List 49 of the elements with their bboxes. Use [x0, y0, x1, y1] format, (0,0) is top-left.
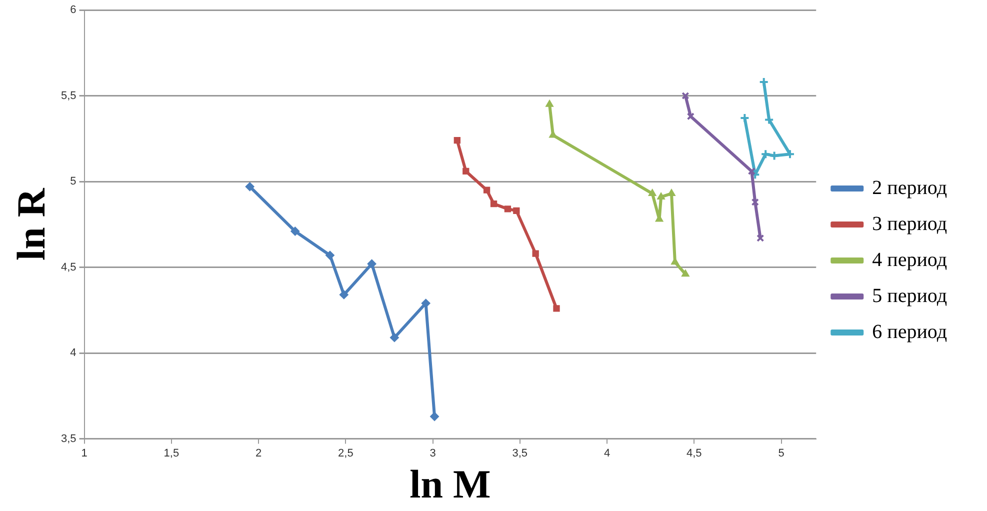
point	[462, 168, 470, 175]
point	[769, 150, 780, 161]
x-tick-label: 5	[778, 447, 784, 460]
legend-label: 5 период	[872, 284, 948, 307]
x-tick-label: 2	[255, 447, 262, 460]
point	[490, 200, 498, 208]
x-tick-label: 2,5	[338, 447, 354, 460]
point	[421, 298, 430, 308]
x-tick-label: 1,5	[164, 447, 180, 460]
legend-label: 4 период	[872, 248, 948, 271]
x-tick-label: 4	[604, 447, 610, 460]
legend-label: 6 период	[872, 320, 948, 343]
point	[290, 226, 300, 236]
point	[513, 207, 520, 214]
x-tick-label: 3	[430, 447, 436, 460]
point	[483, 186, 490, 194]
y-axis-title: ln R	[8, 187, 54, 261]
point	[504, 206, 512, 212]
x-tick-label: 4,5	[686, 447, 702, 460]
x-tick-label: 3,5	[512, 447, 528, 460]
point	[648, 189, 656, 196]
point	[454, 137, 461, 144]
point	[430, 412, 440, 422]
legend-label: 3 период	[872, 212, 948, 235]
point	[748, 167, 756, 176]
y-tick-label: 6	[70, 4, 76, 16]
x-axis-title: ln M	[410, 461, 491, 506]
y-tick-label: 5,5	[60, 90, 76, 102]
y-tick-label: 5	[70, 176, 76, 188]
point	[325, 250, 334, 260]
point	[553, 305, 560, 312]
point	[339, 290, 348, 300]
point	[681, 270, 690, 277]
legend-label: 2 период	[872, 176, 948, 199]
y-tick-label: 4,5	[60, 261, 76, 274]
point	[657, 192, 666, 200]
y-tick-label: 3,5	[60, 432, 76, 445]
point	[390, 333, 399, 342]
point	[682, 92, 690, 100]
point	[686, 112, 694, 120]
y-tick-label: 4	[70, 347, 76, 360]
point	[367, 259, 376, 268]
point	[546, 100, 554, 107]
x-tick-label: 1	[81, 447, 88, 460]
point	[532, 250, 539, 257]
point	[764, 114, 774, 125]
point	[751, 198, 759, 206]
point	[760, 149, 771, 160]
point	[245, 182, 254, 192]
